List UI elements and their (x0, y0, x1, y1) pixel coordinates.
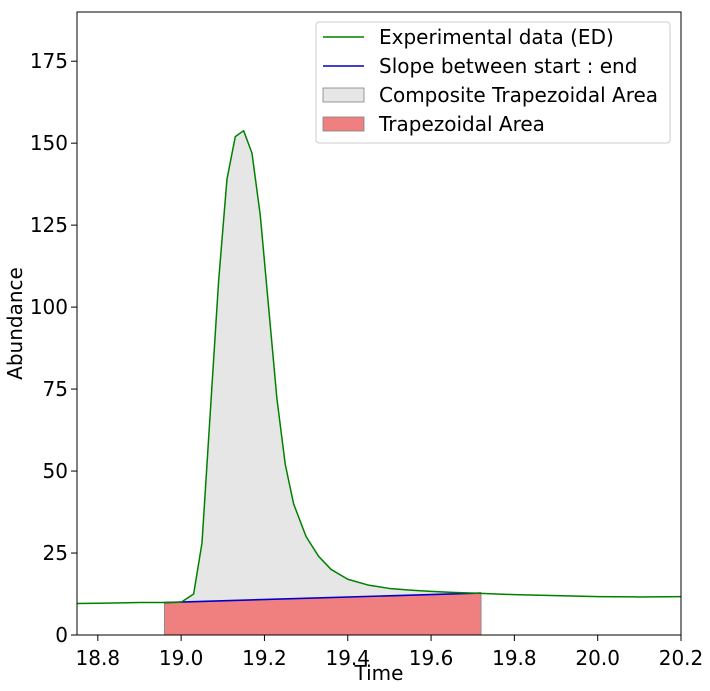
legend-patch-swatch (322, 87, 365, 103)
x-tick-label: 18.8 (76, 646, 121, 670)
y-tick-label: 175 (30, 49, 68, 73)
x-tick-label: 19.2 (242, 646, 287, 670)
y-tick-label: 125 (30, 213, 68, 237)
legend-label: Trapezoidal Area (378, 112, 545, 136)
slope-line (164, 592, 482, 604)
legend-label: Composite Trapezoidal Area (379, 83, 658, 107)
x-tick-label: 19.6 (409, 646, 454, 670)
y-tick-label: 100 (30, 295, 68, 319)
x-tick-label: 19.4 (325, 646, 370, 670)
y-axis: 0 25 50 75 100 125 150 175 (30, 49, 77, 647)
legend-patch-swatch (322, 116, 365, 132)
y-tick-label: 50 (43, 459, 68, 483)
plot-frame (76, 11, 682, 636)
y-tick-label: 150 (30, 131, 68, 155)
x-tick-label: 19.8 (492, 646, 537, 670)
experimental-data-line (76, 129, 682, 605)
y-tick-label: 0 (55, 623, 68, 647)
composite-trapezoidal-area (164, 130, 482, 603)
y-tick-label: 25 (43, 541, 68, 565)
legend-label: Slope between start : end (379, 54, 637, 78)
plot-area (76, 129, 682, 636)
legend: Experimental data (ED) Slope between star… (315, 21, 671, 144)
legend-box (315, 21, 671, 144)
legend-label: Experimental data (ED) (379, 25, 614, 49)
y-tick-label: 75 (43, 377, 68, 401)
x-axis: 18.8 19.0 19.2 19.4 19.6 19.8 20.0 20.2 (76, 635, 704, 670)
x-axis-title: Time (354, 661, 404, 685)
x-tick-label: 20.2 (659, 646, 704, 670)
y-axis-title: Abundance (3, 267, 27, 380)
x-tick-label: 20.0 (575, 646, 620, 670)
x-tick-label: 19.0 (159, 646, 204, 670)
